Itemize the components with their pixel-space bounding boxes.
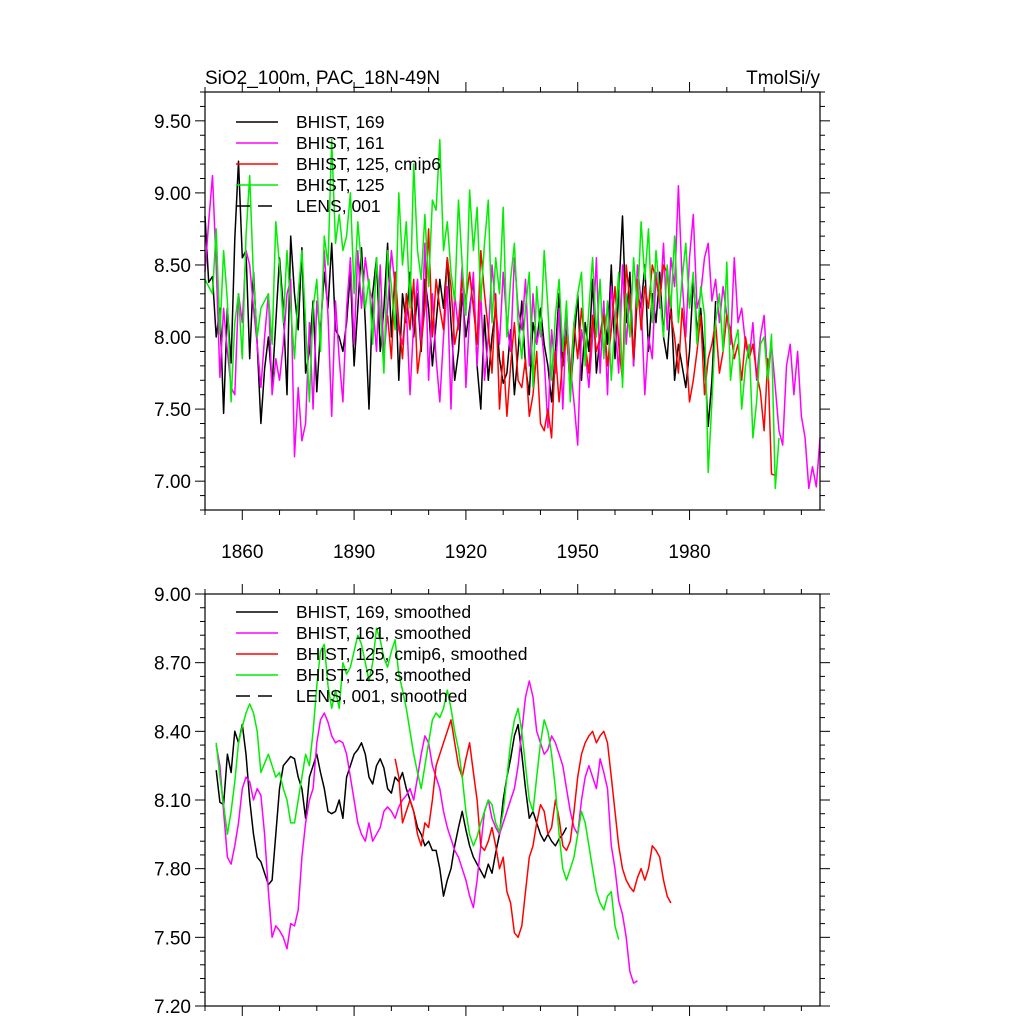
top-panel-series bbox=[204, 138, 821, 490]
top-panel-ticks: 7.00 7.50 8.00 8.50 9.00 9.50 1860 1890 1920 1950… bbox=[154, 82, 830, 563]
bottom-panel-series bbox=[215, 627, 672, 984]
legend-label-bhist-125-smoothed: BHIST, 125, smoothed bbox=[296, 665, 471, 685]
bottom-panel: 7.20 7.50 7.80 8.10 8.40 8.70 9.00 BHIST, 169,… bbox=[154, 584, 830, 1018]
top-panel-frame bbox=[204, 91, 821, 511]
bottom-panel-ticks: 7.20 7.50 7.80 8.10 8.40 8.70 9.00 bbox=[154, 584, 830, 1018]
series-bhist-125 bbox=[204, 138, 780, 490]
y-tick-label: 7.00 bbox=[154, 472, 191, 493]
top-panel-units: TmolSi/y bbox=[746, 68, 820, 89]
x-tick-label: 1890 bbox=[333, 542, 375, 563]
y-tick-label: 9.00 bbox=[154, 184, 191, 205]
series-bhist-169 bbox=[204, 160, 717, 428]
series-bhist-161-smoothed bbox=[215, 680, 638, 984]
series-bhist-125-cmip6 bbox=[386, 228, 776, 477]
legend-label-bhist-161: BHIST, 161 bbox=[296, 133, 385, 153]
series-bhist-125-smoothed bbox=[215, 627, 620, 940]
series-bhist-161 bbox=[204, 174, 821, 490]
x-tick-label: 1950 bbox=[557, 542, 599, 563]
legend-label-bhist-169: BHIST, 169 bbox=[296, 112, 385, 132]
y-tick-label: 8.00 bbox=[154, 328, 191, 349]
x-tick-label: 1920 bbox=[445, 542, 487, 563]
y-tick-label: 8.10 bbox=[154, 791, 191, 812]
top-panel: SiO2_100m, PAC_18N-49N TmolSi/y 7.00 7.50… bbox=[154, 68, 830, 563]
legend-label-bhist-161-smoothed: BHIST, 161, smoothed bbox=[296, 623, 471, 643]
y-tick-label: 9.00 bbox=[154, 585, 191, 606]
bottom-panel-frame bbox=[204, 593, 821, 1007]
legend-label-lens-001-smoothed: LENS, 001, smoothed bbox=[296, 686, 467, 706]
y-tick-label: 8.70 bbox=[154, 654, 191, 675]
y-tick-label: 9.50 bbox=[154, 112, 191, 133]
y-tick-label: 7.50 bbox=[154, 928, 191, 949]
legend-label-lens-001: LENS, 001 bbox=[296, 196, 381, 216]
top-panel-title: SiO2_100m, PAC_18N-49N bbox=[205, 68, 440, 89]
legend-label-bhist-125: BHIST, 125 bbox=[296, 175, 385, 195]
legend-label-bhist-125-cmip6-smoothed: BHIST, 125, cmip6, smoothed bbox=[296, 644, 528, 664]
legend-label-bhist-169-smoothed: BHIST, 169, smoothed bbox=[296, 602, 471, 622]
y-tick-label: 7.80 bbox=[154, 860, 191, 881]
y-tick-label: 8.40 bbox=[154, 722, 191, 743]
y-tick-label: 7.50 bbox=[154, 400, 191, 421]
series-bhist-125-cmip6-smoothed bbox=[394, 719, 672, 939]
x-tick-label: 1980 bbox=[668, 542, 710, 563]
x-tick-label: 1860 bbox=[221, 542, 263, 563]
y-tick-label: 7.20 bbox=[154, 997, 191, 1018]
y-tick-label: 8.50 bbox=[154, 256, 191, 277]
legend-label-bhist-125-cmip6: BHIST, 125, cmip6 bbox=[296, 154, 441, 174]
